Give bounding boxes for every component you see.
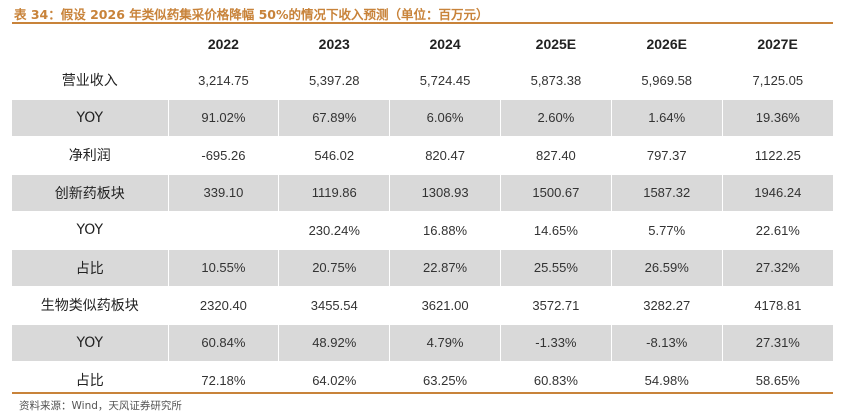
header-cell	[12, 26, 168, 62]
table-cell: 2320.40	[167, 286, 279, 324]
header-cell: 2027E	[757, 36, 798, 52]
row-label: YOY	[12, 98, 168, 137]
row-label: YOY	[12, 323, 168, 362]
row-label: 占比	[12, 248, 168, 287]
table-cell: 22.61%	[721, 211, 833, 249]
table-cell: 3572.71	[499, 286, 612, 324]
table-cell: 1122.25	[721, 136, 833, 174]
row-label: 占比	[75, 373, 104, 390]
table-cell: 1500.67	[499, 173, 612, 212]
table-cell: 339.10	[167, 173, 279, 212]
table-cell: 7,125.05	[721, 62, 833, 99]
row-label: 净利润	[68, 148, 111, 165]
forecast-table: 2022 2023 2024 2025E 2026E 2027E 营业收入 3,…	[12, 26, 833, 399]
table-cell: 3621.00	[389, 286, 501, 324]
table-cell: 1946.24	[721, 173, 833, 212]
table-cell: 1587.32	[610, 173, 723, 212]
bottom-divider	[12, 392, 833, 394]
row-label: YOY	[76, 222, 104, 239]
table-cell: 797.37	[610, 136, 723, 174]
table-title: 表 34：假设 2026 年类似药集采价格降幅 50%的情况下收入预测（单位：百…	[14, 7, 489, 22]
table-row: 创新药板块 339.10 1119.86 1308.93 1500.67 158…	[12, 173, 833, 212]
table-cell: -8.13%	[610, 323, 723, 362]
header-cell: 2025E	[535, 36, 577, 52]
table-cell: 48.92%	[278, 323, 390, 362]
table-row: 生物类似药板块 2320.40 3455.54 3621.00 3572.71 …	[12, 286, 833, 324]
header-cell: 2026E	[646, 36, 687, 52]
table-cell: 4178.81	[721, 286, 833, 324]
table-cell: 5,397.28	[278, 62, 390, 99]
row-label: 创新药板块	[12, 173, 168, 212]
table-cell: 1.64%	[610, 98, 723, 137]
table-cell: 60.84%	[167, 323, 279, 362]
table-cell: 820.47	[389, 136, 501, 174]
table-cell: -1.33%	[499, 323, 612, 362]
table-cell: 19.36%	[721, 98, 833, 137]
table-cell: 27.32%	[721, 248, 833, 287]
table-cell: 3455.54	[278, 286, 390, 324]
table-cell: 1119.86	[278, 173, 390, 212]
table-cell: 5,724.45	[389, 62, 501, 99]
table-cell: 546.02	[278, 136, 390, 174]
table-cell: 2.60%	[499, 98, 612, 137]
table-cell: -695.26	[167, 136, 279, 174]
table-cell: 25.55%	[499, 248, 612, 287]
table-cell: 4.79%	[389, 323, 501, 362]
table-cell: 14.65%	[499, 211, 612, 249]
table-cell: 3282.27	[610, 286, 723, 324]
header-row: 2022 2023 2024 2025E 2026E 2027E	[12, 26, 833, 62]
table-row: YOY 60.84% 48.92% 4.79% -1.33% -8.13% 27…	[12, 323, 833, 362]
table-cell: 26.59%	[610, 248, 723, 287]
table-cell: 20.75%	[278, 248, 390, 287]
table-cell: 91.02%	[167, 98, 279, 137]
table-row: 净利润 -695.26 546.02 820.47 827.40 797.37 …	[12, 136, 833, 174]
table-cell: 16.88%	[389, 211, 501, 249]
table-cell: 5,873.38	[499, 62, 612, 99]
table-cell: 5,969.58	[610, 62, 723, 99]
table-cell: 3,214.75	[167, 62, 279, 99]
table-cell: 827.40	[499, 136, 612, 174]
source-note: 资料来源：Wind，天风证券研究所	[19, 400, 182, 412]
table-cell: 22.87%	[389, 248, 501, 287]
table-row: 占比 10.55% 20.75% 22.87% 25.55% 26.59% 27…	[12, 248, 833, 287]
table-cell: 10.55%	[167, 248, 279, 287]
table-cell: 230.24%	[278, 211, 390, 249]
header-cell: 2023	[318, 36, 350, 52]
table-cell: 27.31%	[721, 323, 833, 362]
table-cell: 1308.93	[389, 173, 501, 212]
row-label: 营业收入	[61, 73, 118, 90]
table-row: YOY 230.24% 16.88% 14.65% 5.77% 22.61%	[12, 211, 833, 249]
table-cell: 6.06%	[389, 98, 501, 137]
top-divider	[12, 22, 833, 24]
header-cell: 2022	[207, 36, 239, 52]
row-label: 生物类似药板块	[40, 298, 139, 315]
table-cell: 5.77%	[610, 211, 723, 249]
table-row: YOY 91.02% 67.89% 6.06% 2.60% 1.64% 19.3…	[12, 98, 833, 137]
header-cell: 2024	[429, 36, 461, 52]
table-cell	[167, 211, 279, 249]
table-cell: 67.89%	[278, 98, 390, 137]
table-row: 营业收入 3,214.75 5,397.28 5,724.45 5,873.38…	[12, 62, 833, 99]
